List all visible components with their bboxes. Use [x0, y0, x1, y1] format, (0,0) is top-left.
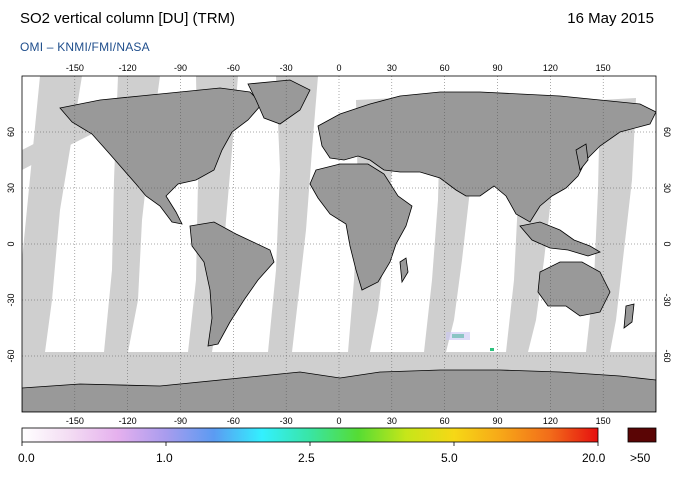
- colorbar-label-1: 1.0: [156, 451, 173, 465]
- colorbar-label-3: 5.0: [441, 451, 458, 465]
- maritime-se-asia: [519, 221, 601, 257]
- new-zealand: [623, 303, 635, 329]
- data-credit: OMI – KNMI/FMI/NASA: [20, 40, 150, 54]
- lon-tick-label: -30: [280, 63, 293, 73]
- lat-tick-label: -30: [6, 293, 16, 306]
- lat-tick-label: 30: [6, 183, 16, 193]
- africa: [309, 163, 413, 291]
- lon-tick-label: 0: [336, 63, 341, 73]
- lon-tick-label: 150: [596, 63, 611, 73]
- australia: [537, 261, 611, 317]
- lat-tick-labels-right: 60 30 0 -30 -60: [662, 127, 672, 363]
- lon-tick-label: -30: [280, 416, 293, 426]
- lon-tick-label: 30: [387, 63, 397, 73]
- north-america: [59, 87, 263, 225]
- lon-tick-labels-top: -150 -120 -90 -60 -30 0 30 60 90 120 150: [66, 63, 611, 73]
- lon-tick-label: -120: [119, 63, 137, 73]
- lon-tick-label: 90: [492, 63, 502, 73]
- lat-tick-labels-left: 60 30 0 -30 -60: [6, 127, 16, 363]
- madagascar: [399, 257, 409, 284]
- colorbar-ticks: [21, 442, 599, 446]
- graticule: [22, 76, 656, 412]
- lat-tick-label: 0: [662, 241, 672, 246]
- lon-tick-label: -90: [174, 416, 187, 426]
- lon-tick-label: 120: [543, 416, 558, 426]
- lon-tick-label: -120: [119, 416, 137, 426]
- map-frame: [21, 75, 657, 413]
- lon-tick-label: 150: [596, 416, 611, 426]
- lon-tick-label: -60: [227, 416, 240, 426]
- colorbar-overflow-label: >50: [630, 451, 651, 465]
- lon-tick-label: -90: [174, 63, 187, 73]
- lat-tick-label: 60: [6, 127, 16, 137]
- so2-hotspots: [446, 332, 494, 351]
- lat-tick-label: 30: [662, 183, 672, 193]
- colorbar-label-0: 0.0: [18, 451, 35, 465]
- lat-tick-label: -60: [662, 349, 672, 362]
- colorbar: [21, 427, 599, 443]
- lon-tick-label: 30: [387, 416, 397, 426]
- lat-tick-label: 60: [662, 127, 672, 137]
- japan: [575, 143, 589, 171]
- lon-tick-label: 120: [543, 63, 558, 73]
- greenland: [247, 79, 311, 125]
- swath-gap: [268, 76, 318, 352]
- south-america: [189, 221, 275, 347]
- hotspot: [490, 348, 494, 351]
- colorbar-label-2: 2.5: [298, 451, 315, 465]
- lat-tick-label: 0: [6, 241, 16, 246]
- lon-tick-label: -60: [227, 63, 240, 73]
- lon-tick-label: 60: [440, 63, 450, 73]
- lon-tick-label: -150: [66, 416, 84, 426]
- lon-tick-labels-bottom: -150 -120 -90 -60 -30 0 30 60 90 120 150: [66, 416, 611, 426]
- lon-tick-label: 0: [336, 416, 341, 426]
- colorbar-label-4: 20.0: [582, 451, 606, 465]
- lon-tick-label: 60: [440, 416, 450, 426]
- lon-tick-label: -150: [66, 63, 84, 73]
- lat-tick-label: -60: [6, 349, 16, 362]
- colorbar-overflow-swatch: [627, 427, 657, 443]
- eurasia: [317, 91, 656, 223]
- lon-tick-label: 90: [492, 416, 502, 426]
- map-title: SO2 vertical column [DU] (TRM): [20, 10, 236, 27]
- hotspot-halo: [446, 332, 470, 340]
- lat-tick-label: -30: [662, 293, 672, 306]
- map-date: 16 May 2015: [567, 10, 654, 27]
